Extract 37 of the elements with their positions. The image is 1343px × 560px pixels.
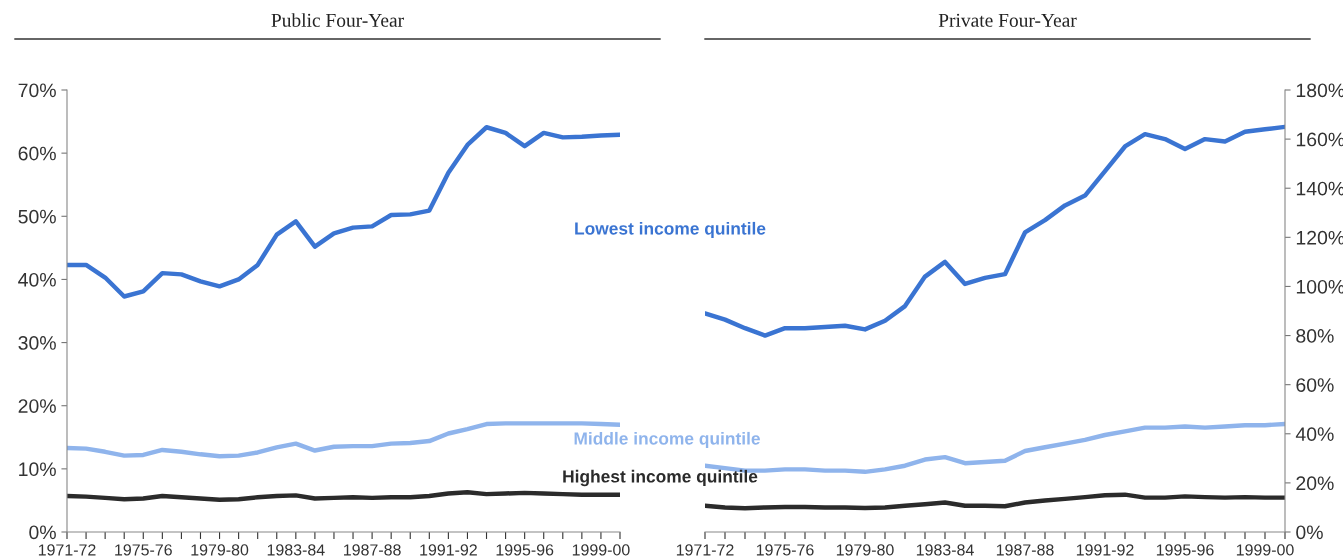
x-tick-label: 1991-92 (420, 544, 477, 556)
y-tick-label: 50% (18, 209, 56, 224)
chart-title: Private Four-Year (938, 13, 1077, 27)
x-tick-label: 1999-00 (572, 544, 630, 556)
series-label: Highest income quintile (563, 469, 758, 487)
y-tick-label: 0% (1296, 525, 1323, 540)
y-tick-label: 30% (18, 336, 56, 350)
series-label: Middle income quintile (574, 431, 760, 449)
text: Lowest income quintile (575, 221, 766, 239)
y-tick-label: 10% (19, 462, 56, 477)
x-tick-label: 1987-88 (996, 544, 1054, 556)
x-tick-label: 1983-84 (267, 544, 325, 556)
y-tick-label: 0% (29, 525, 56, 540)
y-tick-label: 40% (1295, 427, 1334, 442)
x-tick-label: 1995-96 (1156, 544, 1214, 556)
x-tick-label: 1975-76 (756, 544, 814, 556)
y-tick-label: 60% (18, 146, 56, 161)
x-tick-label: 1995-96 (496, 544, 554, 556)
x-tick-label: 1979-80 (191, 544, 249, 556)
x-tick-label: 1983-84 (916, 544, 974, 556)
y-tick-label: 40% (18, 272, 56, 287)
line-series (705, 124, 1285, 338)
x-tick-label: 1991-92 (1076, 544, 1134, 556)
x-tick-label: 1999-00 (1236, 544, 1294, 556)
line-series (705, 492, 1285, 511)
x-tick-label: 1979-80 (836, 544, 894, 556)
x-tick-label: 1975-76 (115, 544, 172, 556)
y-tick-label: 80% (1296, 329, 1334, 343)
y-tick-label: 20% (1296, 476, 1334, 491)
y-tick-label: 60% (1296, 378, 1334, 392)
x-tick-label: 1987-88 (344, 544, 401, 556)
line-series (67, 490, 620, 503)
y-tick-label: 70% (18, 83, 56, 98)
chart-title: Public Four-Year (271, 13, 404, 27)
y-tick-label: 20% (18, 399, 56, 413)
x-tick-label: 1971-72 (676, 544, 734, 556)
x-tick-label: 1971-72 (38, 544, 96, 556)
